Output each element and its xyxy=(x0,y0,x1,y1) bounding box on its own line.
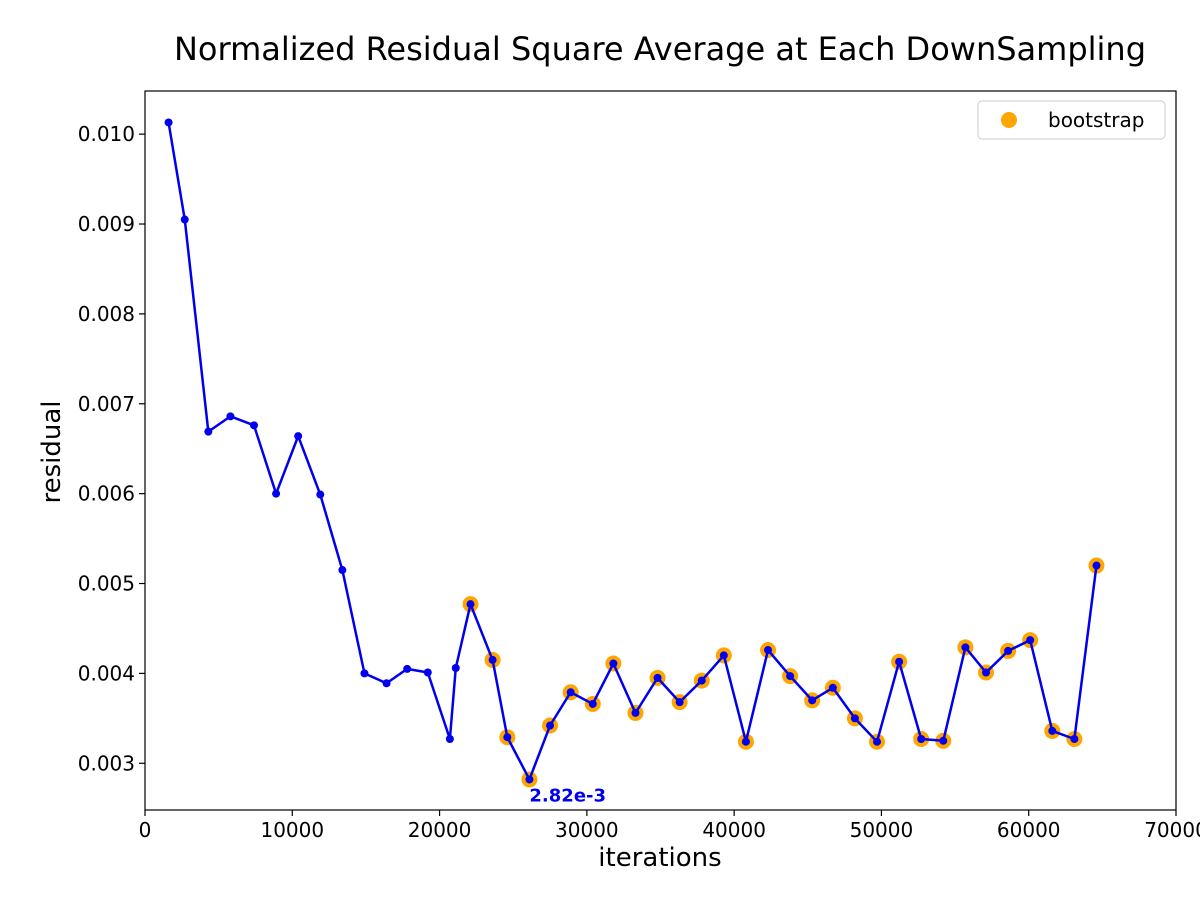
residual-point xyxy=(764,646,773,655)
residual-point xyxy=(360,669,369,678)
residual-point xyxy=(1048,726,1057,735)
residual-point xyxy=(316,490,325,499)
x-tick-label: 30000 xyxy=(555,818,619,842)
residual-point xyxy=(808,696,817,705)
residual-line xyxy=(167,122,1098,781)
residual-point xyxy=(653,673,662,682)
x-tick-label: 0 xyxy=(139,818,152,842)
residual-point xyxy=(249,421,258,430)
residual-point xyxy=(850,714,859,723)
residual-point xyxy=(488,655,497,664)
y-tick-label: 0.005 xyxy=(78,572,135,596)
x-tick-label: 20000 xyxy=(408,818,472,842)
y-tick-label: 0.009 xyxy=(78,212,135,236)
residual-point xyxy=(939,736,948,745)
residual-point xyxy=(204,427,213,436)
residual-point xyxy=(451,663,460,672)
residual-point xyxy=(873,737,882,746)
x-tick-label: 50000 xyxy=(850,818,914,842)
residual-point xyxy=(895,657,904,666)
residual-point xyxy=(382,679,391,688)
y-tick-label: 0.004 xyxy=(78,661,135,685)
residual-point xyxy=(546,721,555,730)
residual-point xyxy=(697,676,706,685)
x-tick-label: 10000 xyxy=(260,818,324,842)
residual-point xyxy=(525,775,534,784)
residual-point xyxy=(164,118,173,127)
y-tick-label: 0.007 xyxy=(78,392,135,416)
y-tick-label: 0.008 xyxy=(78,302,135,326)
residual-point xyxy=(828,683,837,692)
residual-point xyxy=(466,600,475,609)
legend-label-bootstrap: bootstrap xyxy=(1048,108,1144,132)
residual-point xyxy=(675,698,684,707)
residual-point xyxy=(566,688,575,697)
residual-point xyxy=(272,489,281,498)
residual-point xyxy=(961,643,970,652)
y-tick-label: 0.003 xyxy=(78,751,135,775)
legend: bootstrap xyxy=(977,100,1166,140)
residual-point xyxy=(1004,646,1013,655)
residual-point xyxy=(631,708,640,717)
residual-point xyxy=(226,412,235,421)
chart-title: Normalized Residual Square Average at Ea… xyxy=(174,30,1146,68)
x-tick-label: 40000 xyxy=(702,818,766,842)
chart-marks: 2.82e-3 xyxy=(164,118,1105,806)
min-annotation: 2.82e-3 xyxy=(529,785,606,806)
x-tick-label: 60000 xyxy=(997,818,1061,842)
legend-swatch-bootstrap xyxy=(1001,112,1017,128)
residual-point xyxy=(609,659,618,668)
y-tick-label: 0.010 xyxy=(78,122,135,146)
residual-point xyxy=(1092,561,1101,570)
residual-point xyxy=(338,566,347,575)
x-axis-label: iterations xyxy=(598,843,721,873)
residual-point xyxy=(588,699,597,708)
y-axis-label: residual xyxy=(37,400,67,503)
residual-point xyxy=(1026,636,1035,645)
y-axis-ticks: 0.003 0.004 0.005 0.006 0.007 0.008 0.009 0.010 xyxy=(78,122,145,775)
plot-area-frame xyxy=(144,90,1177,811)
residual-point xyxy=(445,734,454,743)
residual-point xyxy=(1070,734,1079,743)
residual-point xyxy=(786,672,795,681)
residual-point xyxy=(180,215,189,224)
residual-point xyxy=(403,664,412,673)
legend-box xyxy=(977,100,1166,140)
residual-point xyxy=(503,733,512,742)
residual-point xyxy=(741,737,750,746)
residual-point xyxy=(294,432,303,441)
residual-point xyxy=(917,734,926,743)
residual-point xyxy=(719,651,728,660)
y-tick-label: 0.006 xyxy=(78,482,135,506)
residual-point xyxy=(982,668,991,677)
residual-point xyxy=(423,668,432,677)
